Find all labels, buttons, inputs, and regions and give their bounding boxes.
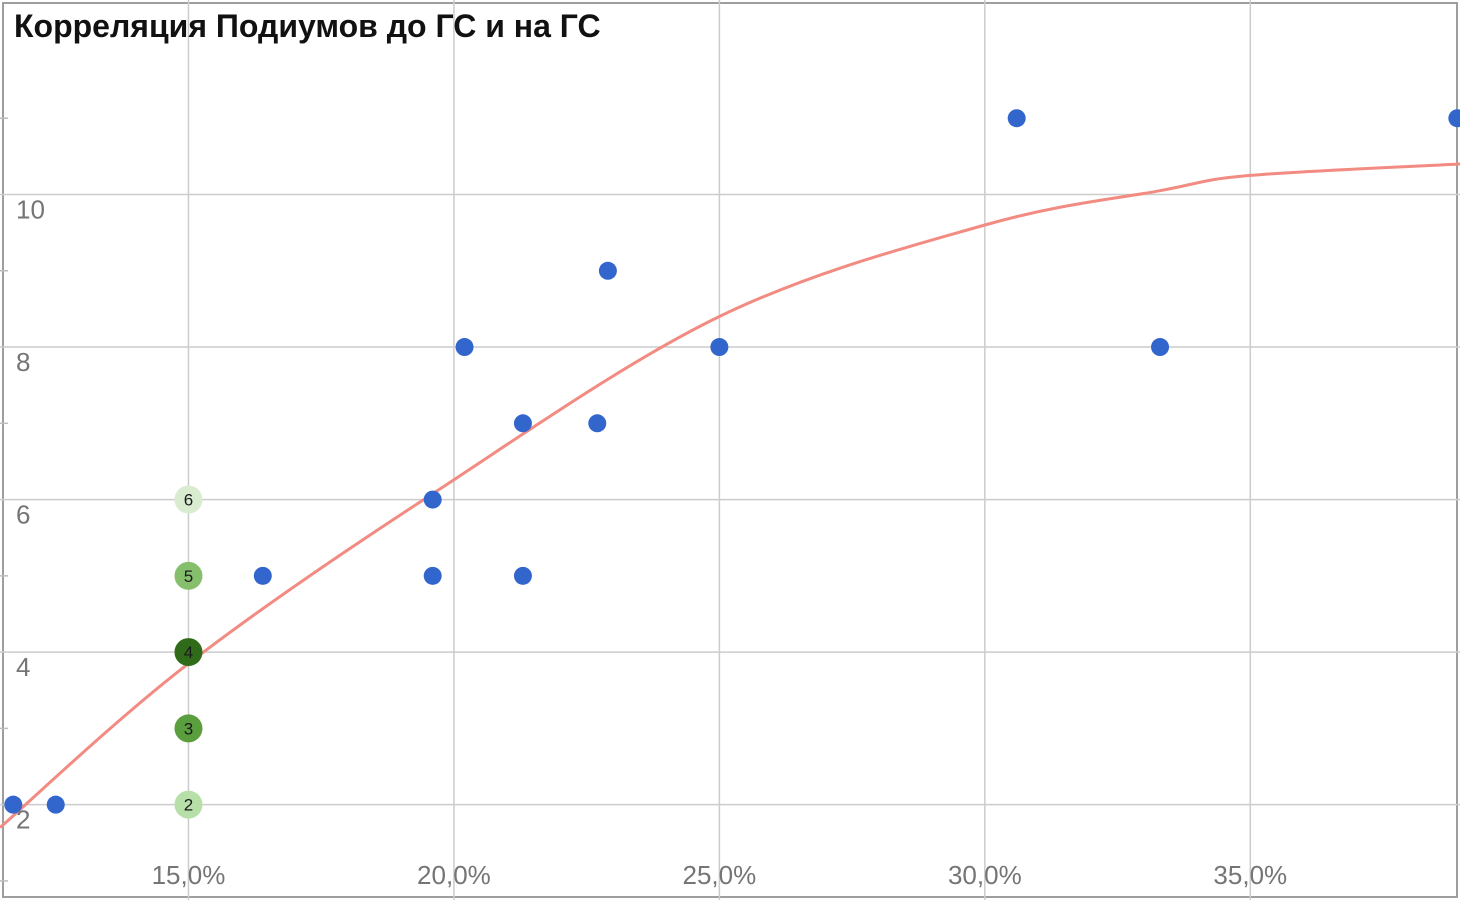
- x-tick-label: 25,0%: [683, 860, 757, 890]
- x-tick-label: 35,0%: [1213, 860, 1287, 890]
- data-point[interactable]: [423, 566, 442, 585]
- data-point[interactable]: [588, 414, 607, 433]
- data-point[interactable]: [423, 490, 442, 509]
- data-point[interactable]: [1007, 109, 1026, 128]
- labeled-marker[interactable]: [174, 714, 203, 743]
- y-tick-label: 6: [16, 500, 30, 530]
- labeled-marker[interactable]: [174, 790, 203, 819]
- x-tick-label: 15,0%: [152, 860, 226, 890]
- data-point[interactable]: [1448, 109, 1460, 128]
- x-tick-label: 20,0%: [417, 860, 491, 890]
- marker-label: 3: [184, 719, 193, 738]
- marker-label: 5: [184, 567, 193, 586]
- labeled-marker[interactable]: [174, 561, 203, 590]
- labeled-marker[interactable]: [174, 638, 203, 667]
- trendline-layer: [0, 162, 1460, 829]
- y-tick-label: 8: [16, 347, 30, 377]
- y-tick-label: 2: [16, 805, 30, 835]
- data-point[interactable]: [4, 795, 23, 814]
- data-point[interactable]: [46, 795, 65, 814]
- data-point[interactable]: [1151, 338, 1170, 357]
- axis-labels: 15,0% 20,0% 25,0% 30,0% 35,0% 2 4 6 8 10: [16, 194, 1287, 890]
- y-tick-label: 10: [16, 194, 45, 224]
- marker-label: 6: [184, 491, 193, 510]
- data-point[interactable]: [513, 566, 532, 585]
- data-point[interactable]: [710, 338, 729, 357]
- points-layer: 2 3 4 5 6: [4, 109, 1460, 819]
- chart-title: Корреляция Подиумов до ГС и на ГС: [14, 8, 601, 44]
- trendline: [0, 162, 1460, 829]
- data-point[interactable]: [455, 338, 474, 357]
- data-point[interactable]: [513, 414, 532, 433]
- data-point[interactable]: [598, 261, 617, 280]
- x-tick-label: 30,0%: [948, 860, 1022, 890]
- labeled-marker[interactable]: [174, 485, 203, 514]
- marker-label: 4: [184, 643, 193, 662]
- marker-label: 2: [184, 796, 193, 815]
- y-tick-label: 4: [16, 652, 30, 682]
- data-point[interactable]: [253, 566, 272, 585]
